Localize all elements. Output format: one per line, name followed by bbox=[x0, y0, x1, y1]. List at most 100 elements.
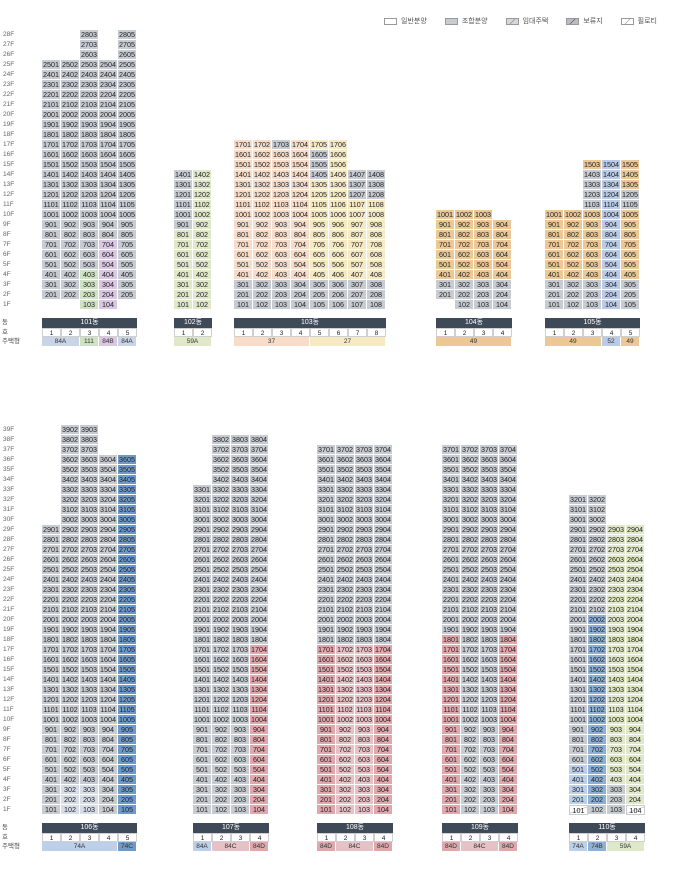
unit-cell[interactable]: 1406 bbox=[329, 170, 348, 180]
unit-cell[interactable]: 202 bbox=[455, 290, 474, 300]
unit-cell[interactable]: 1205 bbox=[118, 190, 137, 200]
unit-cell[interactable]: 2204 bbox=[499, 595, 518, 605]
unit-cell[interactable]: 3703 bbox=[80, 445, 99, 455]
unit-cell[interactable]: 902 bbox=[253, 220, 272, 230]
unit-cell[interactable]: 3703 bbox=[355, 445, 374, 455]
unit-cell[interactable]: 2305 bbox=[118, 585, 137, 595]
unit-cell[interactable]: 804 bbox=[250, 735, 269, 745]
unit-cell[interactable]: 1201 bbox=[174, 190, 193, 200]
unit-cell[interactable]: 1201 bbox=[193, 695, 212, 705]
unit-cell[interactable]: 905 bbox=[621, 220, 640, 230]
unit-cell[interactable]: 202 bbox=[193, 290, 212, 300]
unit-cell[interactable]: 504 bbox=[499, 765, 518, 775]
unit-cell[interactable]: 1302 bbox=[588, 685, 607, 695]
unit-cell[interactable]: 2104 bbox=[250, 605, 269, 615]
unit-cell[interactable]: 2204 bbox=[374, 595, 393, 605]
unit-cell[interactable]: 203 bbox=[231, 795, 250, 805]
unit-cell[interactable]: 804 bbox=[626, 735, 645, 745]
unit-cell[interactable]: 3202 bbox=[336, 495, 355, 505]
unit-cell[interactable]: 3004 bbox=[499, 515, 518, 525]
unit-cell[interactable]: 102 bbox=[212, 805, 231, 815]
unit-cell[interactable]: 2004 bbox=[99, 615, 118, 625]
unit-cell[interactable]: 601 bbox=[545, 250, 564, 260]
unit-cell[interactable]: 1302 bbox=[193, 180, 212, 190]
unit-cell[interactable]: 2104 bbox=[499, 605, 518, 615]
unit-cell[interactable]: 1203 bbox=[272, 190, 291, 200]
unit-cell[interactable]: 2703 bbox=[355, 545, 374, 555]
unit-cell[interactable]: 3503 bbox=[80, 465, 99, 475]
unit-cell[interactable]: 3204 bbox=[374, 495, 393, 505]
unit-cell[interactable]: 806 bbox=[329, 230, 348, 240]
unit-cell[interactable]: 1404 bbox=[374, 675, 393, 685]
unit-cell[interactable]: 907 bbox=[348, 220, 367, 230]
unit-cell[interactable]: 2705 bbox=[118, 545, 137, 555]
unit-cell[interactable]: 1403 bbox=[80, 675, 99, 685]
unit-cell[interactable]: 1303 bbox=[480, 685, 499, 695]
unit-cell[interactable]: 1601 bbox=[42, 150, 61, 160]
unit-cell[interactable]: 303 bbox=[80, 280, 99, 290]
unit-cell[interactable]: 201 bbox=[569, 795, 588, 805]
unit-cell[interactable]: 2102 bbox=[212, 605, 231, 615]
unit-cell[interactable]: 801 bbox=[569, 735, 588, 745]
unit-cell[interactable]: 103 bbox=[272, 300, 291, 310]
unit-cell[interactable]: 601 bbox=[42, 755, 61, 765]
unit-cell[interactable]: 607 bbox=[348, 250, 367, 260]
unit-cell[interactable]: 1901 bbox=[42, 120, 61, 130]
unit-cell[interactable]: 603 bbox=[480, 755, 499, 765]
unit-cell[interactable]: 302 bbox=[588, 785, 607, 795]
unit-cell[interactable]: 2603 bbox=[80, 555, 99, 565]
unit-cell[interactable]: 204 bbox=[499, 795, 518, 805]
unit-cell[interactable]: 503 bbox=[80, 765, 99, 775]
unit-cell[interactable]: 2202 bbox=[212, 595, 231, 605]
unit-cell[interactable]: 2704 bbox=[99, 545, 118, 555]
unit-cell[interactable]: 1305 bbox=[118, 180, 137, 190]
unit-cell[interactable]: 202 bbox=[461, 795, 480, 805]
unit-cell[interactable]: 2901 bbox=[569, 525, 588, 535]
unit-cell[interactable]: 304 bbox=[626, 785, 645, 795]
unit-cell[interactable]: 2901 bbox=[317, 525, 336, 535]
unit-cell[interactable]: 103 bbox=[480, 805, 499, 815]
unit-cell[interactable]: 3202 bbox=[212, 495, 231, 505]
unit-cell[interactable]: 2704 bbox=[374, 545, 393, 555]
unit-cell[interactable]: 901 bbox=[436, 220, 455, 230]
unit-cell[interactable]: 2701 bbox=[317, 545, 336, 555]
unit-cell[interactable]: 2504 bbox=[626, 565, 645, 575]
unit-cell[interactable]: 908 bbox=[367, 220, 386, 230]
unit-cell[interactable]: 2904 bbox=[250, 525, 269, 535]
unit-cell[interactable]: 2804 bbox=[374, 535, 393, 545]
unit-cell[interactable]: 3102 bbox=[61, 505, 80, 515]
unit-cell[interactable]: 2302 bbox=[61, 80, 80, 90]
unit-cell[interactable]: 702 bbox=[61, 745, 80, 755]
unit-cell[interactable]: 1501 bbox=[193, 665, 212, 675]
unit-cell[interactable]: 1304 bbox=[99, 685, 118, 695]
unit-cell[interactable]: 803 bbox=[80, 735, 99, 745]
unit-cell[interactable]: 1204 bbox=[99, 695, 118, 705]
unit-cell[interactable]: 2002 bbox=[61, 110, 80, 120]
unit-cell[interactable]: 801 bbox=[193, 735, 212, 745]
unit-cell[interactable]: 904 bbox=[626, 725, 645, 735]
unit-cell[interactable]: 1104 bbox=[626, 705, 645, 715]
unit-cell[interactable]: 302 bbox=[564, 280, 583, 290]
unit-cell[interactable]: 2203 bbox=[80, 90, 99, 100]
unit-cell[interactable]: 3102 bbox=[212, 505, 231, 515]
unit-cell[interactable]: 3002 bbox=[212, 515, 231, 525]
unit-cell[interactable]: 2202 bbox=[61, 90, 80, 100]
unit-cell[interactable]: 106 bbox=[329, 300, 348, 310]
unit-cell[interactable]: 3903 bbox=[80, 425, 99, 435]
unit-cell[interactable]: 201 bbox=[193, 795, 212, 805]
unit-cell[interactable]: 2903 bbox=[80, 525, 99, 535]
unit-cell[interactable]: 2301 bbox=[442, 585, 461, 595]
unit-cell[interactable]: 1201 bbox=[234, 190, 253, 200]
unit-cell[interactable]: 2201 bbox=[317, 595, 336, 605]
unit-cell[interactable]: 203 bbox=[474, 290, 493, 300]
unit-cell[interactable]: 803 bbox=[480, 735, 499, 745]
unit-cell[interactable]: 3204 bbox=[99, 495, 118, 505]
unit-cell[interactable]: 3402 bbox=[336, 475, 355, 485]
unit-cell[interactable]: 601 bbox=[174, 250, 193, 260]
unit-cell[interactable]: 805 bbox=[621, 230, 640, 240]
unit-cell[interactable]: 407 bbox=[348, 270, 367, 280]
unit-cell[interactable]: 1802 bbox=[588, 635, 607, 645]
unit-cell[interactable]: 3802 bbox=[61, 435, 80, 445]
unit-cell[interactable]: 1002 bbox=[253, 210, 272, 220]
unit-cell[interactable]: 401 bbox=[569, 775, 588, 785]
